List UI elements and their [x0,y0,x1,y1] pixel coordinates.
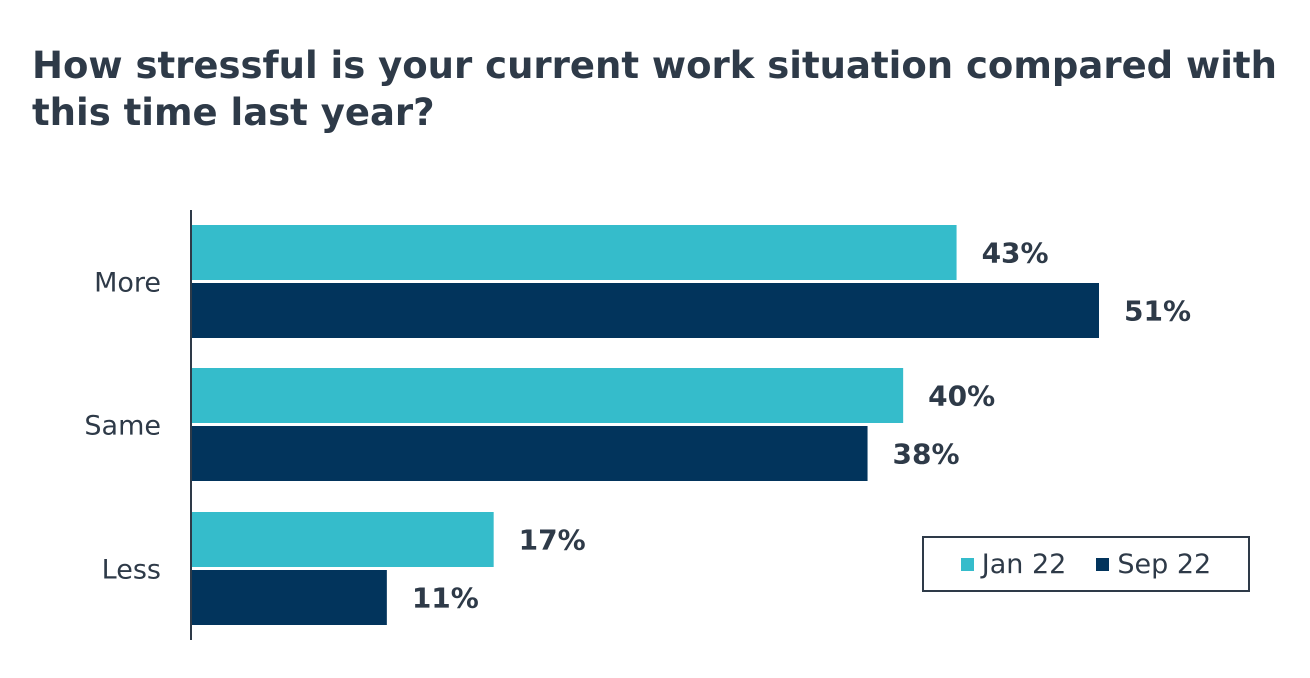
bar-same-sep-22 [191,426,868,481]
legend-item-jan-22: Jan 22 [960,548,1067,580]
bar-more-jan-22 [191,225,957,280]
bar-less-sep-22 [191,570,387,625]
legend-item-sep-22: Sep 22 [1096,549,1211,580]
value-label-more-jan-22: 43% [982,237,1049,270]
value-label-same-jan-22: 40% [928,380,995,413]
bar-more-sep-22 [191,283,1099,338]
legend-label-sep-22: Sep 22 [1117,548,1212,580]
legend: Jan 22 Sep 22 [922,536,1250,592]
labels-layer: More 43% 51% Same 40% 38% Less 17% 11% [84,237,1191,615]
bars-layer [191,225,1099,625]
value-label-more-sep-22: 51% [1124,295,1191,328]
legend-label-jan-22: Jan 22 [981,548,1067,580]
legend-swatch-sep-22 [1096,557,1110,571]
bar-same-jan-22 [191,368,904,423]
chart-title: How stressful is your current work situa… [32,44,1277,134]
value-label-same-sep-22: 38% [893,438,960,471]
category-label-same: Same [84,411,161,442]
value-label-less-sep-22: 11% [412,582,479,615]
category-label-less: Less [102,555,161,586]
legend-swatch-jan-22 [960,557,974,571]
value-label-less-jan-22: 17% [519,524,586,557]
category-label-more: More [94,268,161,299]
bar-less-jan-22 [191,512,494,567]
